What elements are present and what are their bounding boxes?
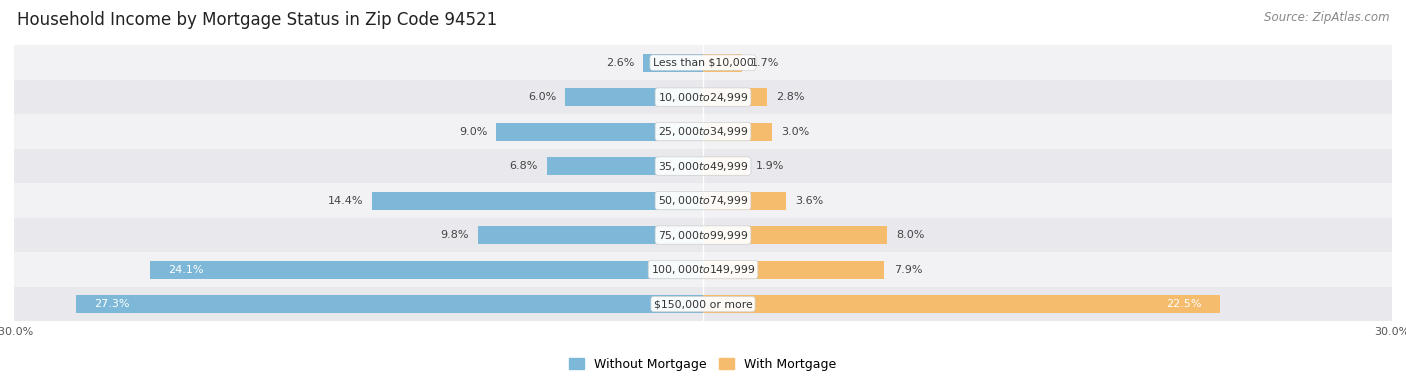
Legend: Without Mortgage, With Mortgage: Without Mortgage, With Mortgage — [564, 353, 842, 376]
Bar — [703, 192, 786, 209]
Bar — [703, 295, 1219, 313]
Text: $35,000 to $49,999: $35,000 to $49,999 — [658, 160, 748, 173]
Text: 6.0%: 6.0% — [527, 92, 555, 102]
Bar — [496, 122, 703, 141]
Bar — [703, 122, 772, 141]
Bar — [478, 226, 703, 244]
Text: 1.7%: 1.7% — [751, 57, 779, 68]
Bar — [547, 157, 703, 175]
Text: 14.4%: 14.4% — [328, 195, 363, 206]
Text: 6.8%: 6.8% — [509, 161, 537, 171]
Text: 9.0%: 9.0% — [458, 127, 486, 136]
Text: $75,000 to $99,999: $75,000 to $99,999 — [658, 229, 748, 242]
Bar — [703, 260, 884, 279]
Bar — [76, 295, 703, 313]
Text: Less than $10,000: Less than $10,000 — [652, 57, 754, 68]
Bar — [703, 157, 747, 175]
FancyBboxPatch shape — [14, 183, 1392, 218]
Text: $50,000 to $74,999: $50,000 to $74,999 — [658, 194, 748, 207]
FancyBboxPatch shape — [14, 218, 1392, 253]
FancyBboxPatch shape — [14, 114, 1392, 149]
Text: 2.8%: 2.8% — [776, 92, 806, 102]
Text: $150,000 or more: $150,000 or more — [654, 299, 752, 309]
Text: $25,000 to $34,999: $25,000 to $34,999 — [658, 125, 748, 138]
Text: $100,000 to $149,999: $100,000 to $149,999 — [651, 263, 755, 276]
Text: Household Income by Mortgage Status in Zip Code 94521: Household Income by Mortgage Status in Z… — [17, 11, 498, 29]
Bar — [373, 192, 703, 209]
Text: Source: ZipAtlas.com: Source: ZipAtlas.com — [1264, 11, 1389, 24]
FancyBboxPatch shape — [14, 149, 1392, 183]
Text: 2.6%: 2.6% — [606, 57, 634, 68]
Text: 24.1%: 24.1% — [167, 265, 204, 274]
Bar — [644, 54, 703, 71]
Bar — [703, 88, 768, 106]
Bar — [565, 88, 703, 106]
Text: 9.8%: 9.8% — [440, 230, 468, 240]
Bar — [703, 226, 887, 244]
Text: 22.5%: 22.5% — [1166, 299, 1201, 309]
Bar — [149, 260, 703, 279]
FancyBboxPatch shape — [14, 80, 1392, 114]
Text: 3.6%: 3.6% — [794, 195, 823, 206]
Text: $10,000 to $24,999: $10,000 to $24,999 — [658, 91, 748, 104]
Text: 27.3%: 27.3% — [94, 299, 129, 309]
Text: 8.0%: 8.0% — [896, 230, 924, 240]
Text: 7.9%: 7.9% — [894, 265, 922, 274]
FancyBboxPatch shape — [14, 287, 1392, 321]
FancyBboxPatch shape — [14, 45, 1392, 80]
Text: 1.9%: 1.9% — [756, 161, 785, 171]
Bar — [703, 54, 742, 71]
FancyBboxPatch shape — [14, 253, 1392, 287]
Text: 3.0%: 3.0% — [782, 127, 810, 136]
